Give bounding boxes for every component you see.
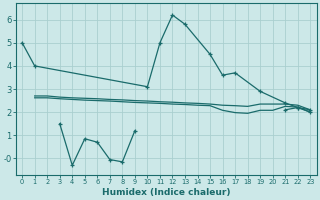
X-axis label: Humidex (Indice chaleur): Humidex (Indice chaleur) <box>102 188 230 197</box>
